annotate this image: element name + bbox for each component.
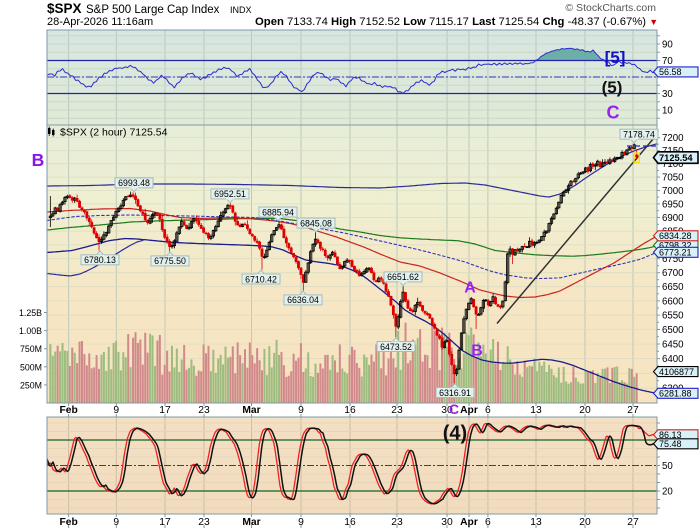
svg-text:6: 6 — [485, 405, 491, 416]
svg-text:10: 10 — [662, 105, 673, 116]
svg-text:16: 16 — [344, 517, 356, 528]
svg-text:6952.51: 6952.51 — [214, 189, 246, 199]
svg-text:23: 23 — [391, 517, 403, 528]
svg-text:6834.28: 6834.28 — [659, 231, 692, 241]
svg-text:6750: 6750 — [662, 254, 684, 265]
svg-text:6450: 6450 — [662, 339, 684, 350]
svg-text:6650: 6650 — [662, 282, 684, 293]
svg-text:6400: 6400 — [662, 354, 684, 365]
svg-text:30: 30 — [441, 405, 453, 416]
svg-text:6651.62: 6651.62 — [387, 272, 419, 282]
svg-text:6281.88: 6281.88 — [659, 389, 692, 399]
svg-text:20: 20 — [579, 405, 591, 416]
svg-text:6775.50: 6775.50 — [154, 256, 186, 266]
svg-text:6845.08: 6845.08 — [300, 218, 332, 228]
svg-text:7000: 7000 — [662, 186, 684, 197]
svg-text:56.58: 56.58 — [659, 67, 682, 77]
svg-text:(5): (5) — [602, 78, 623, 97]
svg-text:7125.54: 7125.54 — [659, 153, 693, 163]
svg-text:9: 9 — [298, 517, 304, 528]
svg-text:[5]: [5] — [605, 48, 626, 67]
svg-text:9: 9 — [113, 405, 119, 416]
svg-text:INDX: INDX — [230, 5, 252, 15]
svg-text:Apr: Apr — [460, 517, 478, 528]
svg-text:9: 9 — [113, 517, 119, 528]
svg-text:75.48: 75.48 — [659, 439, 682, 449]
svg-text:6710.42: 6710.42 — [245, 274, 277, 284]
svg-text:Apr: Apr — [460, 405, 478, 416]
svg-text:20: 20 — [579, 517, 591, 528]
svg-text:6780.13: 6780.13 — [84, 255, 116, 265]
svg-text:13: 13 — [530, 405, 542, 416]
svg-text:23: 23 — [198, 405, 210, 416]
svg-text:6600: 6600 — [662, 296, 684, 307]
svg-text:7178.74: 7178.74 — [623, 130, 655, 140]
svg-text:B: B — [32, 150, 45, 170]
svg-text:70: 70 — [662, 56, 673, 67]
svg-text:7100: 7100 — [662, 159, 684, 170]
svg-text:6500: 6500 — [662, 325, 684, 336]
svg-text:1.00B: 1.00B — [19, 326, 42, 336]
svg-text:4106877: 4106877 — [659, 367, 694, 377]
svg-text:50: 50 — [662, 461, 673, 472]
svg-text:27: 27 — [627, 405, 639, 416]
svg-text:© StockCharts.com: © StockCharts.com — [565, 2, 656, 14]
svg-text:(4): (4) — [443, 423, 467, 445]
svg-text:6885.94: 6885.94 — [262, 207, 294, 217]
svg-text:A: A — [464, 280, 476, 297]
svg-text:23: 23 — [198, 517, 210, 528]
svg-text:750M: 750M — [20, 344, 42, 354]
svg-text:1.25B: 1.25B — [19, 308, 42, 318]
svg-text:Feb: Feb — [59, 517, 77, 528]
svg-text:90: 90 — [662, 39, 673, 50]
svg-text:6473.52: 6473.52 — [380, 342, 412, 352]
svg-text:28-Apr-2026 11:16am: 28-Apr-2026 11:16am — [47, 16, 153, 28]
svg-text:6550: 6550 — [662, 311, 684, 322]
svg-text:6993.48: 6993.48 — [118, 178, 150, 188]
svg-text:7050: 7050 — [662, 173, 684, 184]
svg-text:Feb: Feb — [59, 405, 77, 416]
svg-text:S&P 500 Large Cap Index: S&P 500 Large Cap Index — [86, 4, 220, 16]
svg-text:13: 13 — [530, 517, 542, 528]
svg-text:Open 7133.74 High 7152.52 Low: Open 7133.74 High 7152.52 Low 7115.17 La… — [255, 16, 658, 28]
svg-text:Mar: Mar — [242, 405, 260, 416]
svg-text:6316.91: 6316.91 — [439, 388, 471, 398]
svg-text:Mar: Mar — [242, 517, 260, 528]
svg-text:C: C — [449, 401, 459, 417]
svg-text:$SPX (2 hour) 7125.54: $SPX (2 hour) 7125.54 — [60, 127, 168, 139]
svg-text:23: 23 — [391, 405, 403, 416]
svg-text:16: 16 — [344, 405, 356, 416]
svg-text:250M: 250M — [20, 380, 42, 390]
svg-text:6950: 6950 — [662, 199, 684, 210]
svg-text:$SPX: $SPX — [47, 1, 82, 16]
svg-text:86.13: 86.13 — [659, 430, 682, 440]
svg-text:B: B — [471, 343, 483, 360]
svg-text:6: 6 — [485, 517, 491, 528]
svg-text:500M: 500M — [20, 362, 42, 372]
svg-text:17: 17 — [159, 517, 171, 528]
svg-text:6900: 6900 — [662, 213, 684, 224]
svg-text:17: 17 — [159, 405, 171, 416]
svg-text:20: 20 — [662, 486, 673, 497]
svg-text:7200: 7200 — [662, 133, 684, 144]
svg-text:30: 30 — [441, 517, 453, 528]
svg-text:6700: 6700 — [662, 268, 684, 279]
svg-text:27: 27 — [627, 517, 639, 528]
svg-text:6636.04: 6636.04 — [287, 295, 319, 305]
svg-text:6773.21: 6773.21 — [659, 248, 692, 258]
svg-text:C: C — [607, 103, 620, 123]
svg-text:6798.32: 6798.32 — [659, 241, 692, 251]
svg-text:30: 30 — [662, 89, 673, 100]
svg-text:9: 9 — [298, 405, 304, 416]
